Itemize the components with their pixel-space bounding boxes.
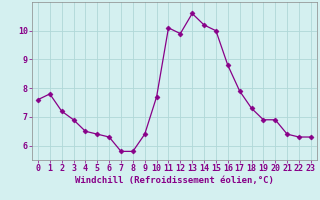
X-axis label: Windchill (Refroidissement éolien,°C): Windchill (Refroidissement éolien,°C) (75, 176, 274, 185)
